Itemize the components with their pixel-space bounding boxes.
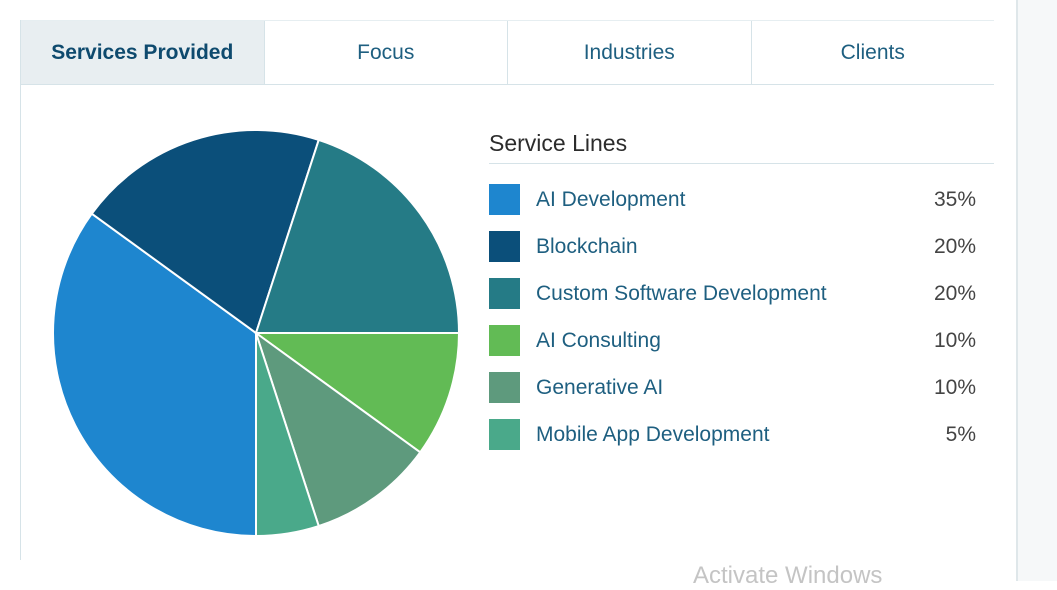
- legend-value: 5%: [945, 422, 976, 446]
- legend-item[interactable]: AI Consulting 10%: [489, 317, 994, 364]
- legend-value: 35%: [933, 187, 976, 211]
- legend-item[interactable]: Blockchain 20%: [489, 223, 994, 270]
- tab-focus[interactable]: Focus: [265, 21, 508, 84]
- pie-slice-blockchain[interactable]: [90, 129, 320, 335]
- legend-swatch: [489, 325, 520, 356]
- legend-value: 10%: [933, 328, 976, 352]
- services-panel: Services Provided Focus Industries Clien…: [20, 20, 994, 560]
- legend-label: AI Development: [536, 187, 686, 211]
- legend-item[interactable]: Generative AI 10%: [489, 364, 994, 411]
- tab-industries[interactable]: Industries: [508, 21, 752, 84]
- pie-slice-generative-ai[interactable]: [254, 330, 422, 528]
- legend-item[interactable]: Mobile App Development 5%: [489, 411, 994, 458]
- legend-title: Service Lines: [489, 130, 994, 164]
- legend-value: 20%: [933, 281, 976, 305]
- windows-watermark: Activate Windows: [693, 562, 883, 589]
- scrollbar-track[interactable]: [1016, 0, 1057, 581]
- legend-swatch: [489, 372, 520, 403]
- legend-label: Generative AI: [536, 375, 664, 399]
- legend-item[interactable]: Custom Software Development 20%: [489, 270, 994, 317]
- legend-list: AI Development 35% Blockchain 20% Custom Sof…: [489, 176, 994, 458]
- legend-value: 10%: [933, 375, 976, 399]
- legend-label: Blockchain: [536, 234, 638, 258]
- legend-label: Mobile App Development: [536, 422, 770, 446]
- legend-item[interactable]: AI Development 35%: [489, 176, 994, 223]
- legend-label: Custom Software Development: [536, 281, 827, 305]
- tab-services-provided[interactable]: Services Provided: [21, 21, 265, 84]
- pie-slice-ai-development[interactable]: [52, 212, 257, 538]
- legend-value: 20%: [933, 234, 976, 258]
- legend-label: AI Consulting: [536, 328, 661, 352]
- legend: Service Lines AI Development 35% Blockchai…: [489, 130, 994, 458]
- legend-swatch: [489, 419, 520, 450]
- tab-bar: Services Provided Focus Industries Clien…: [21, 20, 994, 85]
- service-lines-pie-chart: [52, 129, 461, 538]
- pie-slice-custom-software-development[interactable]: [254, 138, 461, 334]
- pie-slice-ai-consulting[interactable]: [252, 332, 461, 454]
- legend-swatch: [489, 184, 520, 215]
- legend-swatch: [489, 231, 520, 262]
- legend-swatch: [489, 278, 520, 309]
- tab-clients[interactable]: Clients: [840, 40, 905, 64]
